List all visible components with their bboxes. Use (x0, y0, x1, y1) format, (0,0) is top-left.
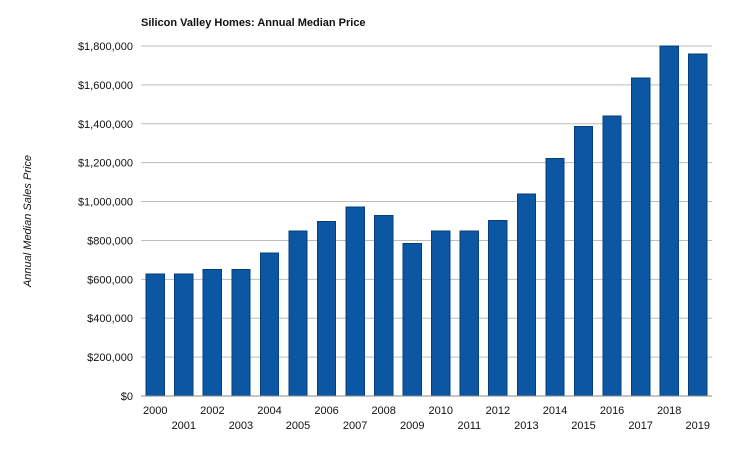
gridlines (141, 45, 712, 358)
y-axis-label: Annual Median Sales Price (22, 155, 34, 288)
x-tick-label: 2014 (543, 405, 567, 417)
y-tick-label: $800,000 (87, 235, 133, 247)
bar-2015 (573, 126, 594, 397)
x-tick-label: 2011 (457, 420, 481, 432)
x-tick-label: 2002 (200, 405, 224, 417)
bar-2011 (459, 230, 479, 397)
bar-2005 (288, 230, 308, 397)
bar-2003 (231, 269, 251, 397)
bar-2018 (659, 45, 679, 397)
x-tick-label: 2018 (657, 405, 681, 417)
bar-2012 (488, 219, 508, 397)
x-tick-label: 2004 (257, 405, 281, 417)
bar-2002 (202, 269, 223, 397)
bar-2013 (516, 193, 537, 397)
y-tick-labels: $0 $200,000 $400,000 $600,000 $800,000 $1,000… (78, 41, 133, 403)
y-tick-label: $1,400,000 (78, 119, 133, 131)
bar-2019 (688, 53, 708, 397)
y-tick-label: $0 (121, 391, 133, 403)
x-tick-label: 2009 (400, 420, 424, 432)
bar-2010 (431, 230, 451, 397)
bar-2001 (174, 273, 194, 397)
bar-2004 (259, 252, 280, 397)
x-tick-label: 2005 (286, 420, 310, 432)
x-tick-label: 2000 (143, 405, 167, 417)
y-tick-label: $1,800,000 (78, 41, 133, 53)
y-tick-label: $600,000 (87, 274, 133, 286)
bar-2008 (374, 215, 394, 397)
x-tick-label: 2017 (628, 420, 652, 432)
x-tick-label: 2001 (172, 420, 196, 432)
x-tick-label: 2007 (343, 420, 367, 432)
y-tick-label: $1,200,000 (78, 158, 133, 170)
x-tick-label: 2019 (685, 420, 709, 432)
y-tick-label: $1,000,000 (78, 197, 133, 209)
x-tick-label: 2012 (486, 405, 510, 417)
bar-2017 (630, 77, 651, 397)
x-tick-label: 2003 (229, 420, 253, 432)
chart-title: Silicon Valley Homes: Annual Median Pric… (141, 17, 366, 29)
x-tick-label: 2015 (571, 420, 595, 432)
bars (145, 45, 708, 397)
bar-2006 (316, 221, 337, 397)
x-tick-label: 2013 (514, 420, 538, 432)
y-tick-label: $200,000 (87, 352, 133, 364)
y-tick-label: $1,600,000 (78, 80, 133, 92)
bar-2009 (402, 242, 422, 397)
bar-2016 (602, 115, 622, 397)
y-tick-label: $400,000 (87, 313, 133, 325)
bar-2007 (345, 206, 365, 397)
x-tick-labels: 2000 2001 2002 2003 2004 2005 2006 2007 2008 2009… (143, 405, 710, 432)
x-tick-label: 2008 (371, 405, 395, 417)
bar-2000 (145, 273, 165, 397)
x-tick-label: 2016 (600, 405, 624, 417)
x-tick-label: 2006 (314, 405, 338, 417)
x-tick-label: 2010 (429, 405, 453, 417)
bar-2014 (545, 157, 565, 397)
